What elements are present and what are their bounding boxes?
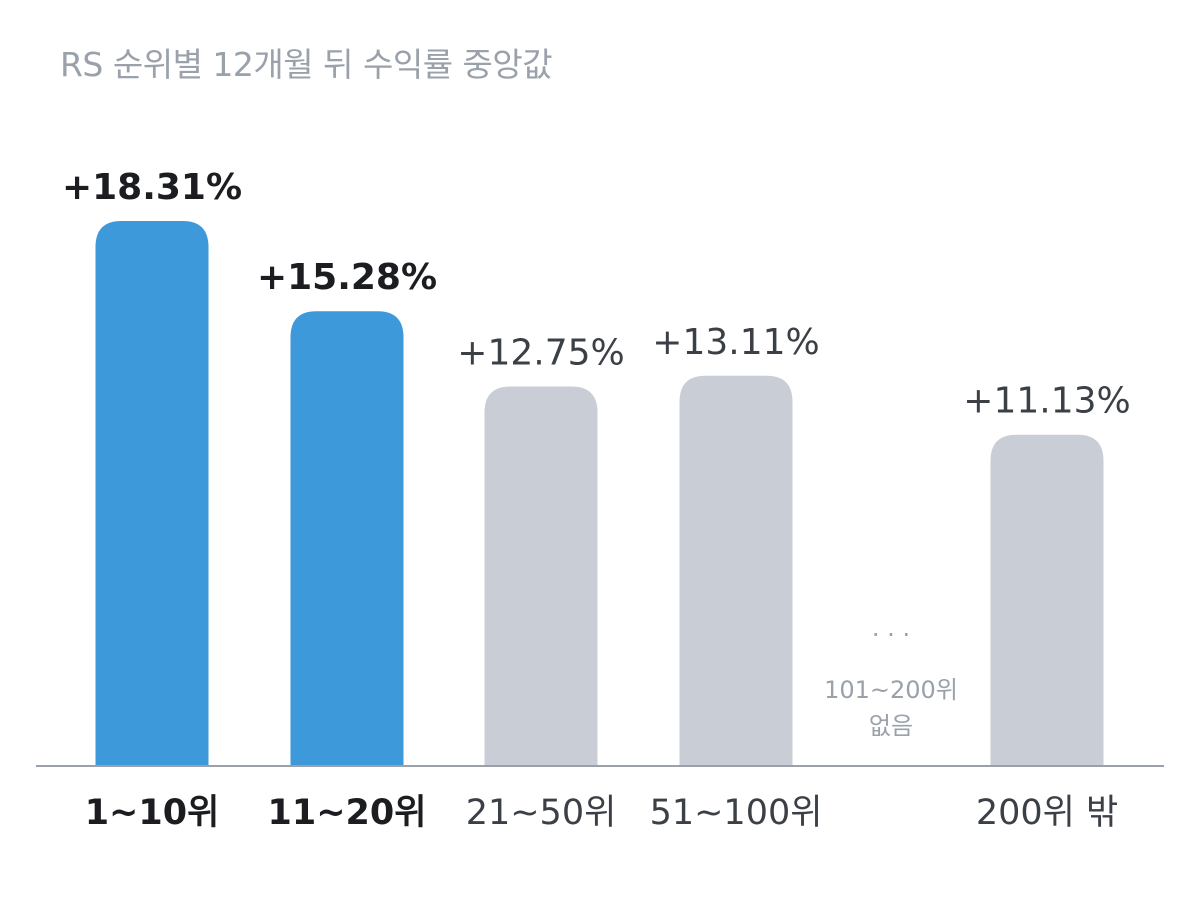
chart-title: RS 순위별 12개월 뒤 수익률 중앙값 xyxy=(60,45,553,84)
bar-4 xyxy=(679,375,793,766)
category-label-2: 11~20위 xyxy=(268,793,427,833)
bar-1 xyxy=(95,221,209,766)
category-label-3: 21~50위 xyxy=(466,793,617,833)
value-label-3: +12.75% xyxy=(457,332,624,373)
bar-2 xyxy=(290,311,404,766)
gap-note-line-1: 101~200위 xyxy=(824,676,958,704)
bar-3 xyxy=(484,386,598,766)
gap-ellipsis: · · · xyxy=(872,621,910,649)
value-label-2: +15.28% xyxy=(257,257,437,298)
category-label-6: 200위 밖 xyxy=(976,793,1118,833)
value-label-6: +11.13% xyxy=(963,381,1130,422)
category-label-4: 51~100위 xyxy=(650,793,823,833)
gap-note-line-2: 없음 xyxy=(869,712,913,740)
value-label-4: +13.11% xyxy=(652,322,819,363)
value-label-1: +18.31% xyxy=(62,167,242,208)
bar-6 xyxy=(990,434,1104,766)
category-label-1: 1~10위 xyxy=(85,793,220,833)
